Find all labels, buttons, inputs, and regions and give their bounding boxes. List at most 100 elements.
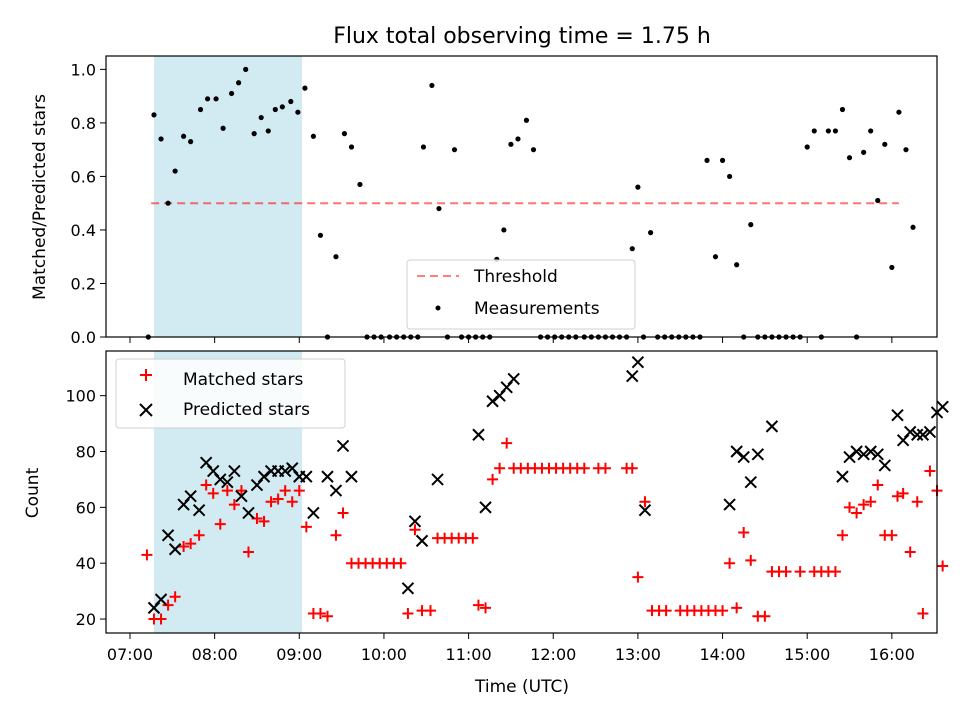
matched-star-point <box>599 462 611 474</box>
predicted-star-point <box>161 529 175 542</box>
legend-matched-label: Matched stars <box>183 370 303 390</box>
matched-star-point <box>731 602 743 614</box>
predicted-star-point <box>638 503 652 517</box>
matched-star-point <box>424 605 436 617</box>
predicted-star-point <box>737 450 750 464</box>
measurement-point <box>530 147 537 153</box>
matched-star-point <box>851 507 863 519</box>
matched-star-point <box>501 437 513 449</box>
x-axis-label: Time (UTC) <box>474 677 569 697</box>
bottom-y-tick-label: 100 <box>65 387 96 406</box>
matched-star-point <box>717 605 729 617</box>
measurement-point <box>236 80 242 86</box>
predicted-star-point <box>257 470 271 483</box>
measurement-point <box>839 106 846 113</box>
measurement-point <box>272 106 278 113</box>
predicted-star-point <box>184 489 197 503</box>
matched-star-point <box>858 499 870 511</box>
matched-star-point <box>891 490 903 502</box>
measurement-point <box>861 149 867 155</box>
bottom-axes-frame <box>105 350 938 634</box>
bottom-y-tick-label: 20 <box>76 610 96 629</box>
measurement-point <box>288 98 294 105</box>
matched-star-point <box>886 529 898 541</box>
predicted-star-point <box>221 476 234 489</box>
measurement-point <box>204 96 211 102</box>
predicted-star-point <box>431 473 444 486</box>
matched-star-point <box>467 532 479 544</box>
matched-star-point <box>155 613 167 625</box>
predicted-star-point <box>916 428 930 441</box>
predicted-star-point <box>891 409 904 422</box>
predicted-star-point <box>321 470 334 483</box>
bottom-legend-frame <box>115 358 346 429</box>
measurement-point <box>341 131 348 137</box>
measurement-point <box>712 254 719 260</box>
predicted-star-point <box>307 506 320 520</box>
predicted-star-point <box>871 448 884 461</box>
top-y-tick-label: 0.6 <box>71 167 96 186</box>
measurement-point <box>508 141 514 147</box>
measurement-point <box>220 125 226 131</box>
predicted-star-point <box>329 484 343 497</box>
matched-star-point <box>293 485 305 497</box>
top-legend: Threshold Measurements <box>406 259 636 330</box>
predicted-star-point <box>751 448 765 461</box>
legend-measurements-label: Measurements <box>474 299 600 319</box>
predicted-star-point <box>408 515 422 528</box>
measurement-point <box>151 112 157 118</box>
bottom-panel: Count Time (UTC) 07:00 08:00 09:00 10:00 11:… <box>23 350 949 697</box>
matched-star-point <box>228 499 240 511</box>
predicted-star-point <box>911 428 924 441</box>
x-tick-label: 10:00 <box>361 645 407 664</box>
matched-star-point <box>409 524 421 536</box>
matched-star-point <box>780 566 792 578</box>
matched-star-point <box>322 610 334 622</box>
matched-star-point <box>221 485 233 497</box>
predicted-star-point <box>228 464 241 478</box>
predicted-star-point <box>765 420 779 433</box>
x-tick-label: 14:00 <box>699 645 745 664</box>
top-axes-frame <box>105 55 938 338</box>
measurement-point <box>302 85 308 91</box>
predicted-star-point <box>242 506 255 520</box>
measurement-point <box>719 157 726 163</box>
predicted-star-point <box>415 534 429 548</box>
matched-star-point <box>844 501 856 513</box>
top-y-tick-label: 0.8 <box>71 114 96 133</box>
matched-star-point <box>235 485 247 497</box>
matched-star-point <box>314 607 326 619</box>
matched-star-point <box>242 546 254 558</box>
predicted-star-point <box>744 476 757 489</box>
measurement-point <box>832 128 839 134</box>
top-y-tick-label: 0.2 <box>71 274 96 293</box>
legend-predicted-swatch <box>139 403 153 417</box>
matched-star-point <box>258 515 270 527</box>
predicted-star-point <box>903 425 917 439</box>
measurement-point <box>910 224 916 230</box>
matched-star-point <box>395 557 407 569</box>
measurement-point <box>523 117 530 123</box>
legend-measurements-swatch <box>435 305 441 311</box>
measurement-point <box>251 131 257 137</box>
top-y-tick-label: 0.4 <box>71 221 96 240</box>
predicted-star-point <box>923 425 937 439</box>
legend-threshold-label: Threshold <box>473 267 558 287</box>
matched-star-point <box>200 479 212 491</box>
predicted-star-point <box>300 470 313 483</box>
top-y-tick-label: 0.0 <box>71 328 96 347</box>
matched-star-point <box>626 462 638 474</box>
predicted-star-point <box>723 498 736 511</box>
measurement-point <box>188 139 194 145</box>
legend-predicted-label: Predicted stars <box>183 400 310 420</box>
matched-star-point <box>286 496 298 508</box>
measurement-point <box>882 141 888 147</box>
matched-star-point <box>829 566 841 578</box>
predicted-star-point <box>214 473 227 486</box>
predicted-star-point <box>168 543 182 556</box>
measurement-point <box>825 128 831 134</box>
matched-star-point <box>178 540 190 552</box>
measurement-point <box>295 109 301 115</box>
measurement-point <box>357 181 363 188</box>
matched-star-point <box>897 487 909 499</box>
